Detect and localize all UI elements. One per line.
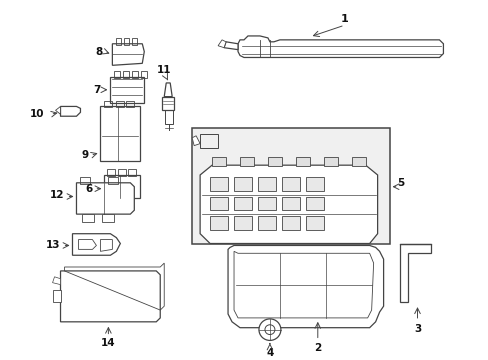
Polygon shape bbox=[76, 183, 134, 214]
Bar bbox=[114, 71, 120, 78]
Polygon shape bbox=[52, 277, 61, 285]
Bar bbox=[258, 216, 275, 230]
Polygon shape bbox=[192, 136, 200, 145]
Bar bbox=[126, 100, 134, 107]
Polygon shape bbox=[61, 107, 81, 116]
Bar bbox=[210, 197, 227, 210]
Polygon shape bbox=[72, 234, 120, 255]
Polygon shape bbox=[56, 107, 61, 116]
Polygon shape bbox=[224, 42, 238, 50]
Bar bbox=[108, 177, 118, 184]
Bar bbox=[210, 216, 227, 230]
Bar bbox=[116, 100, 124, 107]
Text: 5: 5 bbox=[397, 178, 404, 188]
Bar bbox=[295, 157, 309, 166]
Bar bbox=[116, 38, 121, 45]
Text: 9: 9 bbox=[81, 150, 88, 161]
Bar bbox=[212, 157, 225, 166]
Bar bbox=[281, 216, 299, 230]
Polygon shape bbox=[112, 44, 144, 65]
Text: 13: 13 bbox=[46, 240, 61, 251]
Polygon shape bbox=[110, 77, 144, 103]
Bar bbox=[305, 197, 323, 210]
Bar bbox=[165, 111, 173, 124]
Polygon shape bbox=[100, 240, 112, 251]
Polygon shape bbox=[82, 214, 94, 222]
Bar bbox=[258, 177, 275, 191]
Bar bbox=[323, 157, 337, 166]
Text: 6: 6 bbox=[85, 184, 92, 194]
Polygon shape bbox=[218, 40, 225, 48]
Text: 2: 2 bbox=[313, 343, 321, 354]
Polygon shape bbox=[399, 243, 430, 302]
Text: 14: 14 bbox=[101, 338, 116, 348]
Text: 1: 1 bbox=[340, 14, 348, 24]
Bar bbox=[281, 177, 299, 191]
Bar bbox=[305, 177, 323, 191]
Bar bbox=[281, 197, 299, 210]
Text: 7: 7 bbox=[93, 85, 100, 95]
Bar bbox=[305, 216, 323, 230]
Polygon shape bbox=[52, 291, 61, 302]
Bar bbox=[123, 71, 129, 78]
Text: 11: 11 bbox=[157, 65, 171, 75]
Polygon shape bbox=[162, 96, 174, 111]
Bar bbox=[124, 38, 129, 45]
Circle shape bbox=[259, 319, 280, 341]
Bar bbox=[104, 100, 112, 107]
Bar bbox=[118, 169, 126, 176]
Text: 10: 10 bbox=[30, 109, 44, 119]
Bar bbox=[351, 157, 365, 166]
Polygon shape bbox=[104, 175, 140, 198]
Text: 8: 8 bbox=[95, 46, 102, 57]
Bar bbox=[81, 177, 90, 184]
Polygon shape bbox=[164, 83, 172, 96]
Bar bbox=[234, 177, 251, 191]
Bar bbox=[234, 197, 251, 210]
Bar bbox=[107, 169, 115, 176]
Text: 4: 4 bbox=[265, 348, 273, 358]
Polygon shape bbox=[238, 36, 443, 58]
Text: 12: 12 bbox=[50, 190, 64, 199]
Bar bbox=[258, 197, 275, 210]
Bar bbox=[192, 128, 389, 243]
Bar bbox=[141, 71, 147, 78]
Bar bbox=[210, 177, 227, 191]
Bar bbox=[267, 157, 281, 166]
Polygon shape bbox=[102, 214, 114, 222]
Polygon shape bbox=[78, 240, 96, 249]
Bar bbox=[132, 38, 137, 45]
Text: 3: 3 bbox=[413, 324, 420, 334]
Bar bbox=[234, 216, 251, 230]
Polygon shape bbox=[200, 165, 377, 243]
Polygon shape bbox=[61, 271, 160, 322]
Polygon shape bbox=[100, 107, 140, 161]
Bar bbox=[132, 71, 138, 78]
Bar bbox=[240, 157, 253, 166]
Bar bbox=[128, 169, 136, 176]
Bar bbox=[200, 134, 218, 148]
Polygon shape bbox=[227, 246, 383, 328]
